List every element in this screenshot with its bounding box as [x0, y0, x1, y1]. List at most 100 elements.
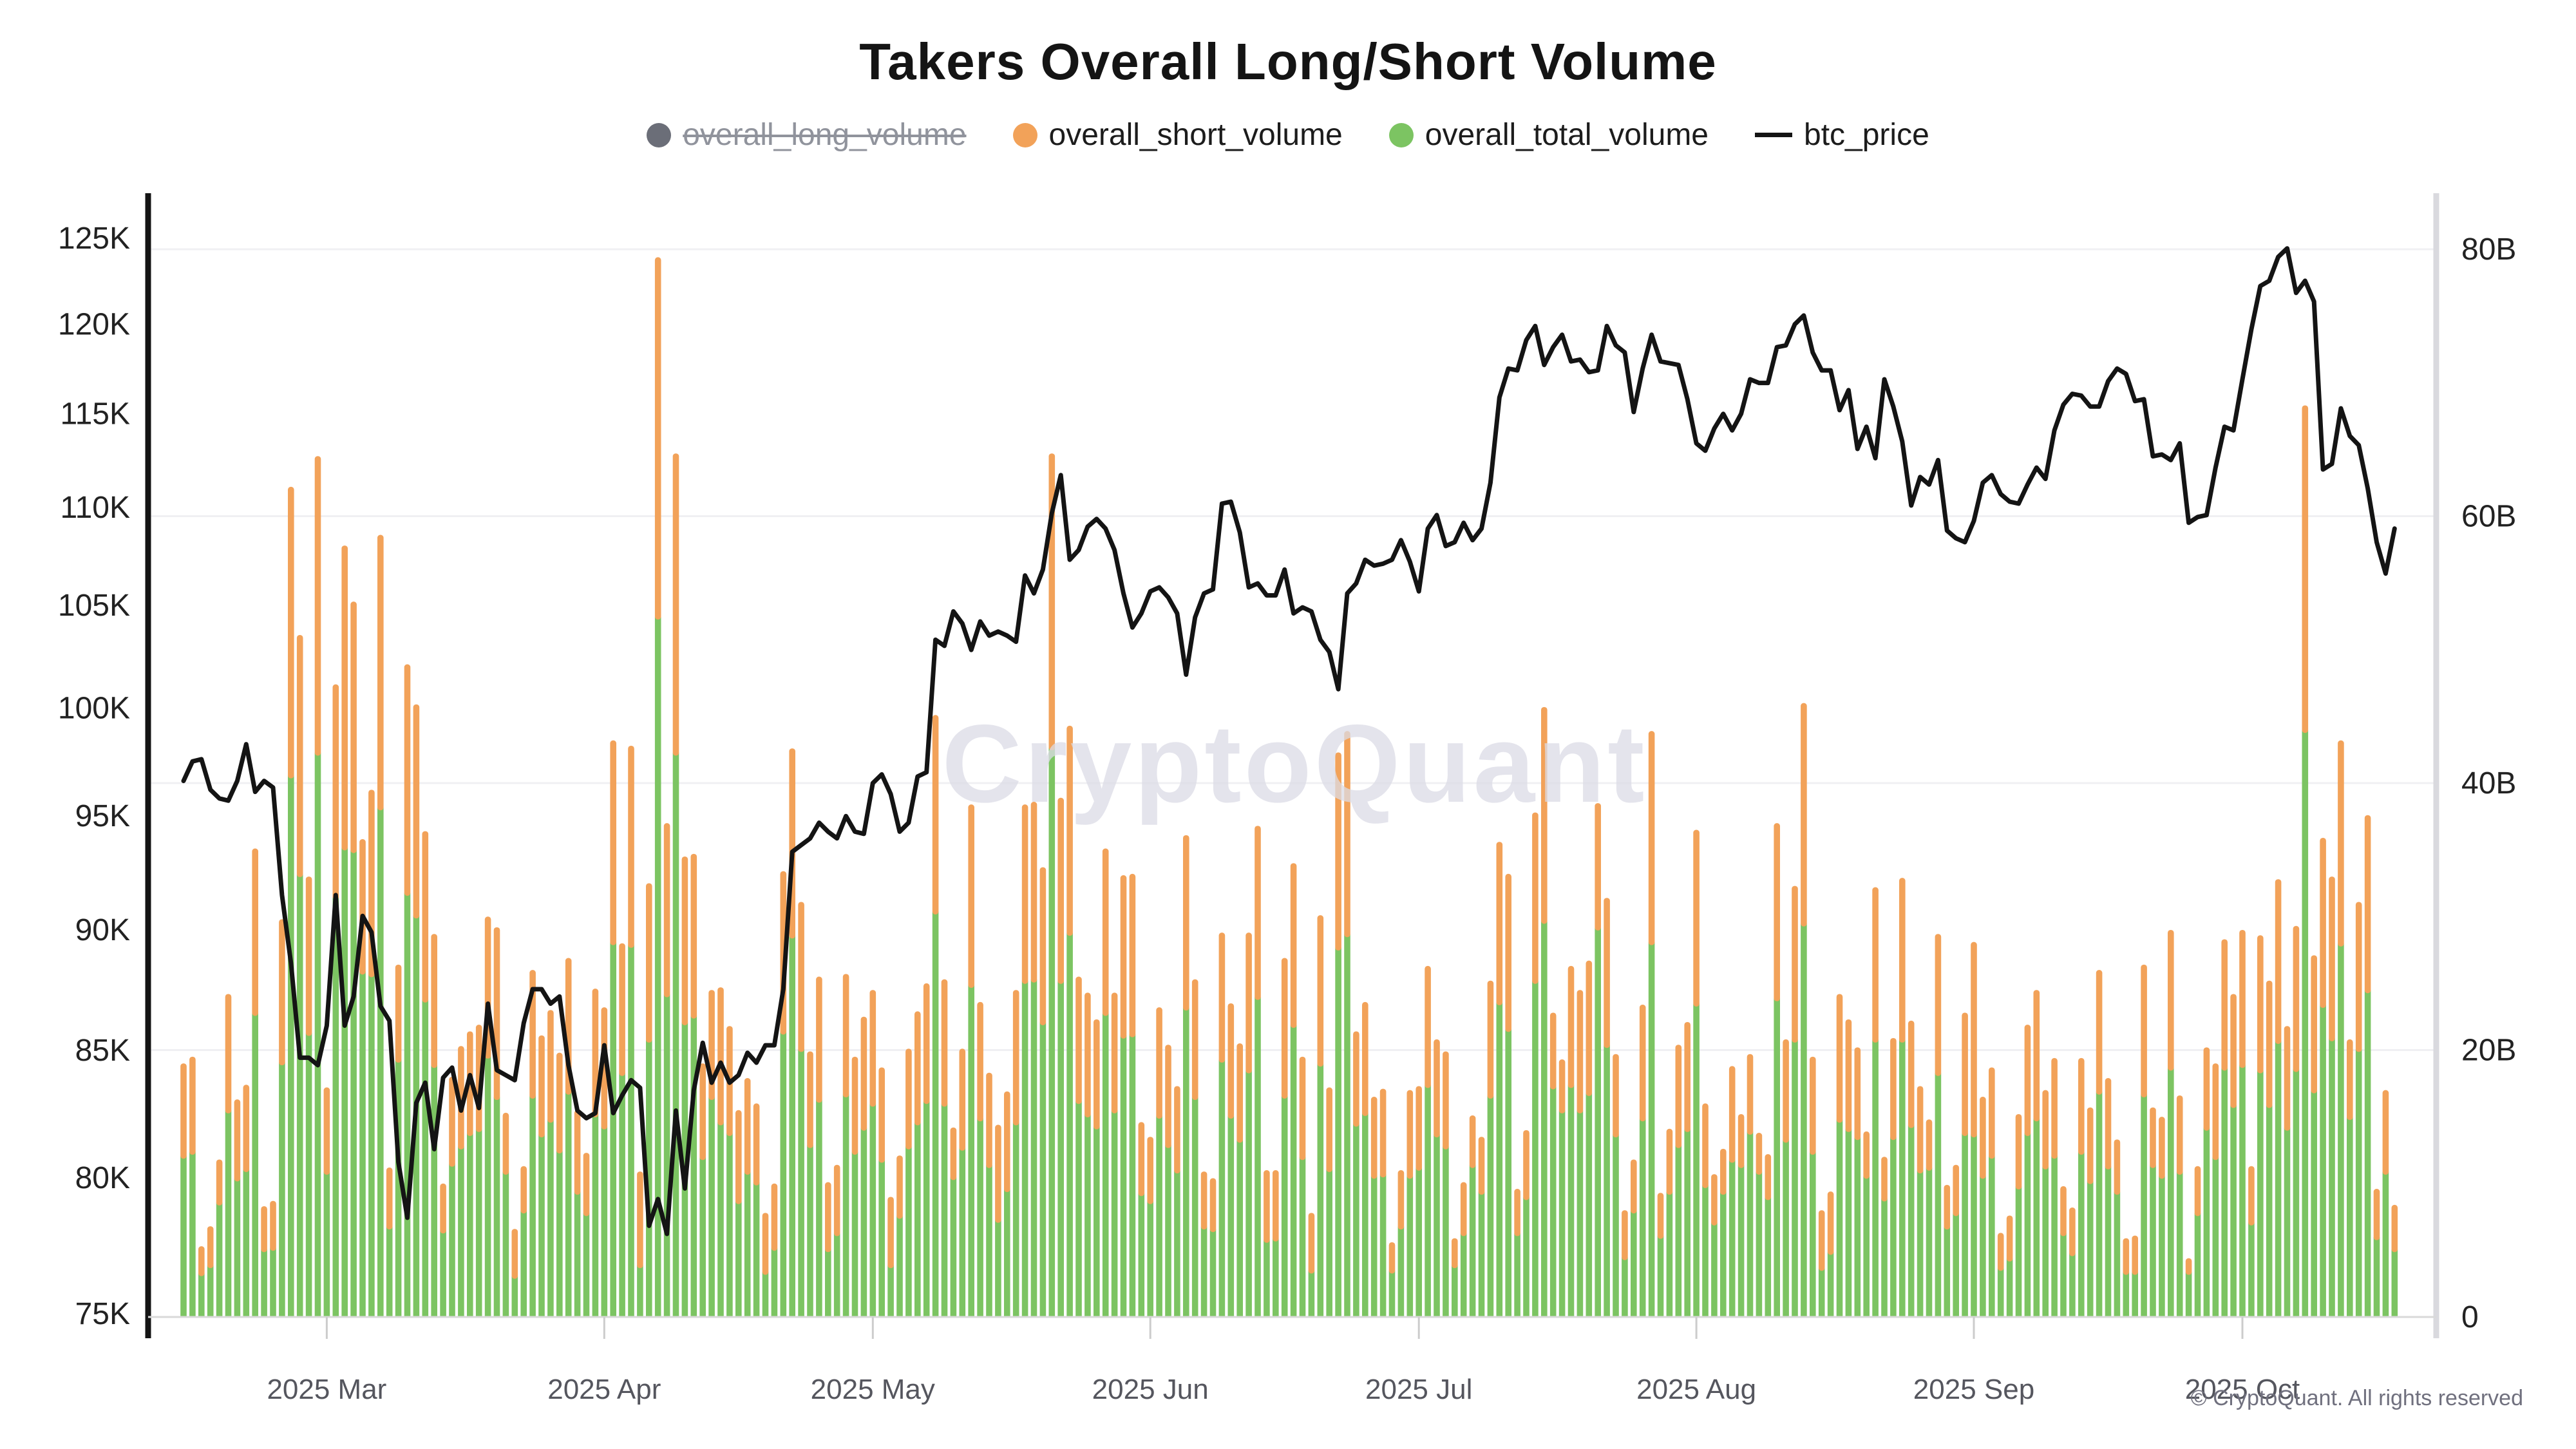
legend-label: overall_long_volume [683, 118, 967, 152]
bar-total-volume [1245, 1070, 1252, 1317]
bar-short-volume [1702, 1103, 1709, 1188]
bar-short-volume [2096, 970, 2103, 1095]
bar-short-volume [681, 856, 688, 1025]
bar-short-volume [225, 994, 232, 1113]
bar-total-volume [431, 1065, 437, 1317]
bar-total-volume [2293, 1068, 2300, 1317]
bar-total-volume [288, 775, 294, 1317]
bar-short-volume [905, 1048, 912, 1150]
bar-short-volume [198, 1246, 205, 1276]
bar-short-volume [2302, 405, 2309, 734]
legend-item-overall_short_volume[interactable]: overall_short_volume [1012, 117, 1343, 153]
bar-total-volume [780, 1031, 787, 1317]
bar-total-volume [1648, 942, 1655, 1317]
legend-label: btc_price [1804, 118, 1929, 152]
bar-short-volume [2123, 1238, 2130, 1275]
bar-total-volume [2033, 1118, 2040, 1317]
bar-short-volume [1290, 863, 1297, 1028]
x-axis-label: 2025 Sep [1913, 1374, 2034, 1405]
bar-total-volume [2248, 1222, 2255, 1317]
bar-short-volume [1496, 842, 1503, 1005]
bar-short-volume [1084, 992, 1091, 1117]
bar-total-volume [610, 942, 616, 1317]
bar-short-volume [1075, 976, 1082, 1104]
bar-short-volume [1452, 1238, 1458, 1269]
bar-total-volume [1209, 1229, 1217, 1317]
bar-total-volume [2060, 1233, 2067, 1317]
bar-short-volume [1191, 979, 1198, 1101]
bar-short-volume [2257, 935, 2264, 1074]
bar-short-volume [440, 1183, 446, 1234]
bar-short-volume [825, 1182, 831, 1253]
bar-short-volume [2329, 876, 2335, 1041]
bar-short-volume [458, 1046, 464, 1150]
bar-short-volume [2105, 1078, 2112, 1170]
bar-total-volume [189, 1151, 196, 1317]
bar-short-volume [1147, 1137, 1153, 1204]
bar-total-volume [1899, 1039, 1906, 1317]
bar-total-volume [270, 1247, 276, 1317]
volume-bars [180, 257, 2398, 1317]
legend: overall_long_volume overall_short_volume o… [0, 117, 2576, 153]
x-axis-label: 2025 Jun [1092, 1374, 1209, 1405]
bar-total-volume [1478, 1191, 1485, 1317]
bar-short-volume [314, 456, 321, 756]
bar-total-volume [699, 1157, 706, 1317]
legend-item-btc_price[interactable]: btc_price [1755, 117, 1929, 153]
bar-short-volume [341, 545, 348, 851]
bar-short-volume [637, 1171, 643, 1269]
bar-total-volume [2373, 1236, 2380, 1317]
bar-short-volume [717, 987, 724, 1126]
bar-total-volume [1066, 933, 1073, 1317]
bar-short-volume [1299, 1056, 1306, 1160]
bar-short-volume [1245, 933, 1252, 1074]
bar-short-volume [663, 823, 670, 998]
bar-total-volume [1120, 1035, 1127, 1317]
bar-short-volume [1747, 1054, 1754, 1135]
bar-short-volume [1953, 1164, 1959, 1217]
bar-short-volume [1765, 1154, 1772, 1200]
bar-total-volume [234, 1178, 241, 1317]
bar-short-volume [1863, 1131, 1870, 1179]
bar-short-volume [762, 1213, 769, 1275]
bar-total-volume [1801, 923, 1807, 1317]
bar-short-volume [1532, 812, 1539, 984]
bar-short-volume [350, 601, 357, 853]
bar-total-volume [959, 1147, 966, 1317]
bar-short-volume [1183, 835, 1189, 1011]
bar-short-volume [1156, 1007, 1162, 1119]
bar-total-volume [807, 1144, 813, 1317]
bar-total-volume [520, 1210, 527, 1317]
bar-short-volume [1586, 960, 1593, 1096]
bar-total-volume [1129, 1034, 1136, 1317]
bar-short-volume [1944, 1184, 1951, 1230]
bar-total-volume [1370, 1175, 1378, 1317]
bar-total-volume [1595, 927, 1601, 1317]
legend-item-overall_long_volume[interactable]: overall_long_volume [647, 117, 967, 153]
bar-short-volume [1004, 1091, 1010, 1193]
bar-total-volume [2185, 1271, 2192, 1317]
bar-short-volume [574, 1110, 581, 1195]
bar-short-volume [923, 983, 930, 1104]
bar-total-volume [950, 1177, 957, 1317]
left-axis-label: 120K [58, 307, 130, 341]
bar-short-volume [1783, 1039, 1789, 1143]
bar-total-volume [628, 944, 634, 1317]
bar-total-volume [2320, 1005, 2326, 1317]
bar-short-volume [1657, 1193, 1664, 1239]
bar-total-volume [484, 1055, 491, 1317]
bar-total-volume [2024, 1132, 2031, 1317]
bar-total-volume [475, 1128, 482, 1317]
bar-short-volume [1604, 898, 1610, 1048]
bar-total-volume [1881, 1198, 1888, 1317]
bar-short-volume [2114, 1139, 2121, 1195]
bar-total-volume [708, 1097, 715, 1317]
bar-short-volume [1917, 1086, 1924, 1174]
bar-total-volume [1631, 1210, 1637, 1317]
bar-total-volume [2364, 990, 2371, 1317]
bar-short-volume [672, 453, 679, 756]
bar-short-volume [1684, 1021, 1690, 1132]
bar-total-volume [332, 896, 339, 1317]
bar-short-volume [2373, 1189, 2380, 1240]
legend-item-overall_total_volume[interactable]: overall_total_volume [1388, 117, 1709, 153]
